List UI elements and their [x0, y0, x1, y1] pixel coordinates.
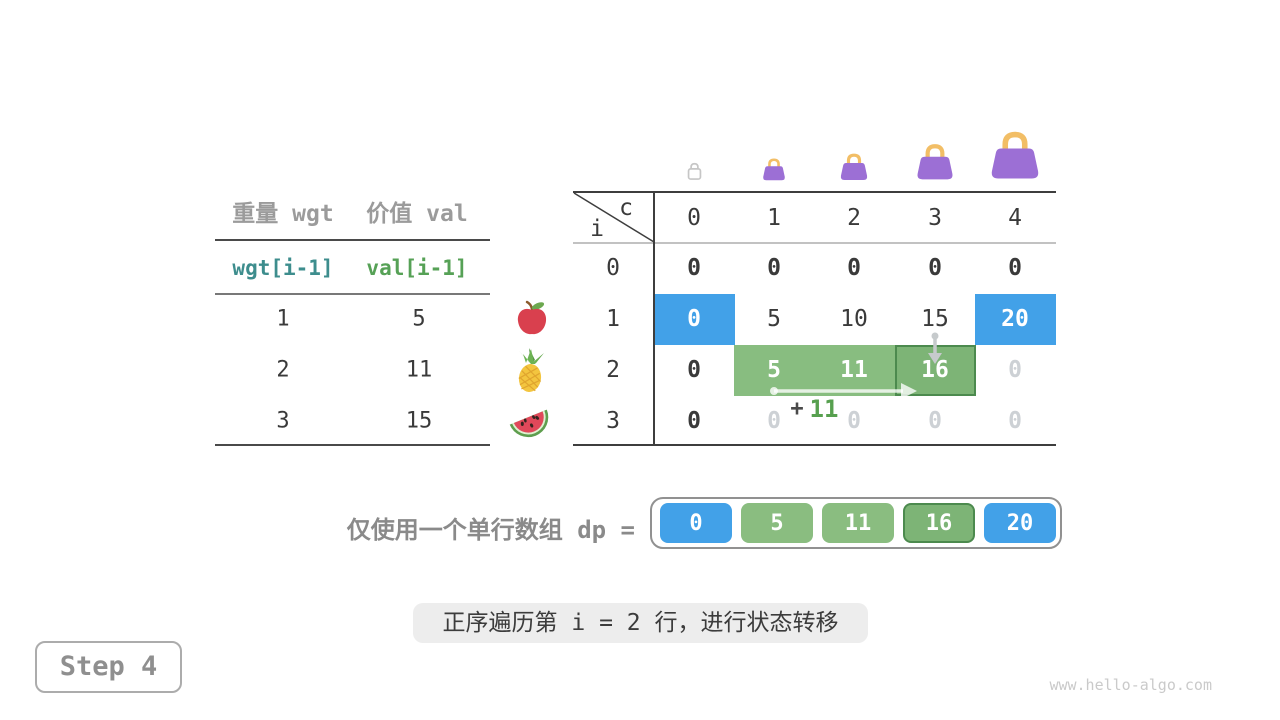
item-table-rule-bottom	[215, 444, 490, 446]
dp-array-cell-1: 5	[741, 503, 813, 543]
dp-col-header-3: 3	[928, 205, 942, 231]
apple-icon	[517, 300, 547, 335]
dp-corner-i: i	[590, 216, 604, 242]
step-badge: Step 4	[35, 641, 182, 693]
item-wgt-3: 3	[276, 408, 290, 434]
item-table-rule-mid	[215, 293, 490, 295]
empty-bag-icon	[687, 162, 702, 180]
highlight-blue-cell	[654, 294, 735, 345]
dp-cell-r0c2: 0	[847, 255, 861, 281]
dp-cell-r0c4: 0	[1008, 255, 1022, 281]
item-table-sub-wgt: wgt[i-1]	[232, 256, 334, 280]
item-table-sub-val: val[i-1]	[366, 256, 468, 280]
dp-cell-r2c2: 11	[840, 357, 868, 383]
bag-icon-xlarge	[991, 131, 1039, 179]
dp-table-rule-bottom	[573, 444, 1056, 446]
item-val-1: 5	[412, 306, 426, 332]
dp-cell-r2c4: 0	[1008, 357, 1022, 383]
dp-array-cell-3: 16	[903, 503, 975, 543]
highlight-blue-cell	[975, 294, 1056, 345]
dp-cell-r3c3: 0	[928, 408, 942, 434]
dp-cell-r0c1: 0	[767, 255, 781, 281]
annotation-plus-sign: +	[790, 396, 804, 422]
dp-cell-r2c1: 5	[767, 357, 781, 383]
item-val-3: 15	[405, 408, 433, 434]
item-table-col-weight: 重量 wgt	[232, 201, 334, 227]
dp-row-label-0: 0	[606, 255, 620, 281]
item-table-col-value: 价值 val	[366, 201, 468, 227]
dp-table-rule-header	[573, 242, 1056, 244]
dp-cell-r0c3: 0	[928, 255, 942, 281]
dp-cell-r1c4: 20	[1001, 306, 1029, 332]
dp-col-header-2: 2	[847, 205, 861, 231]
dp-array-cell-2: 11	[822, 503, 894, 543]
watermelon-icon	[509, 409, 549, 438]
item-val-2: 11	[405, 357, 433, 383]
dp-cell-r1c0: 0	[687, 306, 701, 332]
dp-row-label-2: 2	[606, 357, 620, 383]
dp-cell-r0c0: 0	[687, 255, 701, 281]
watermark: www.hello-algo.com	[1049, 676, 1212, 694]
dp-cell-r2c3: 16	[921, 357, 949, 383]
dp-cell-r3c2: 0	[847, 408, 861, 434]
caption: 正序遍历第 i = 2 行，进行状态转移	[413, 603, 868, 643]
dp-cell-r3c0: 0	[687, 408, 701, 434]
dp-cell-r3c4: 0	[1008, 408, 1022, 434]
dp-cell-r3c1: 0	[767, 408, 781, 434]
bag-icon-small	[763, 158, 785, 181]
dp-array-cell-0: 0	[660, 503, 732, 543]
dp-row-label-1: 1	[606, 306, 620, 332]
bag-icon-medium	[840, 153, 868, 181]
dp-cell-r1c1: 5	[767, 306, 781, 332]
item-table-rule-top	[215, 239, 490, 241]
dp-array-container: 0 5 11 16 20	[650, 497, 1062, 549]
dp-col-header-4: 4	[1008, 205, 1022, 231]
dp-cell-r2c0: 0	[687, 357, 701, 383]
dp-col-header-1: 1	[767, 205, 781, 231]
dp-corner-c: c	[619, 195, 633, 221]
dp-table-rule-vertical	[653, 191, 655, 446]
dp-table-rule-top	[573, 191, 1056, 193]
pineapple-icon	[518, 348, 544, 392]
dp-cell-r1c3: 15	[921, 306, 949, 332]
dp-cell-r1c2: 10	[840, 306, 868, 332]
annotation-value: 11	[809, 395, 839, 423]
dp-array-cell-4: 20	[984, 503, 1056, 543]
dp-row-label-3: 3	[606, 408, 620, 434]
dp-table-diagonal	[573, 192, 655, 243]
bag-icon-large	[917, 144, 953, 180]
dp-col-header-0: 0	[687, 205, 701, 231]
item-wgt-1: 1	[276, 306, 290, 332]
dp-array-label: 仅使用一个单行数组 dp =	[346, 516, 635, 544]
item-wgt-2: 2	[276, 357, 290, 383]
